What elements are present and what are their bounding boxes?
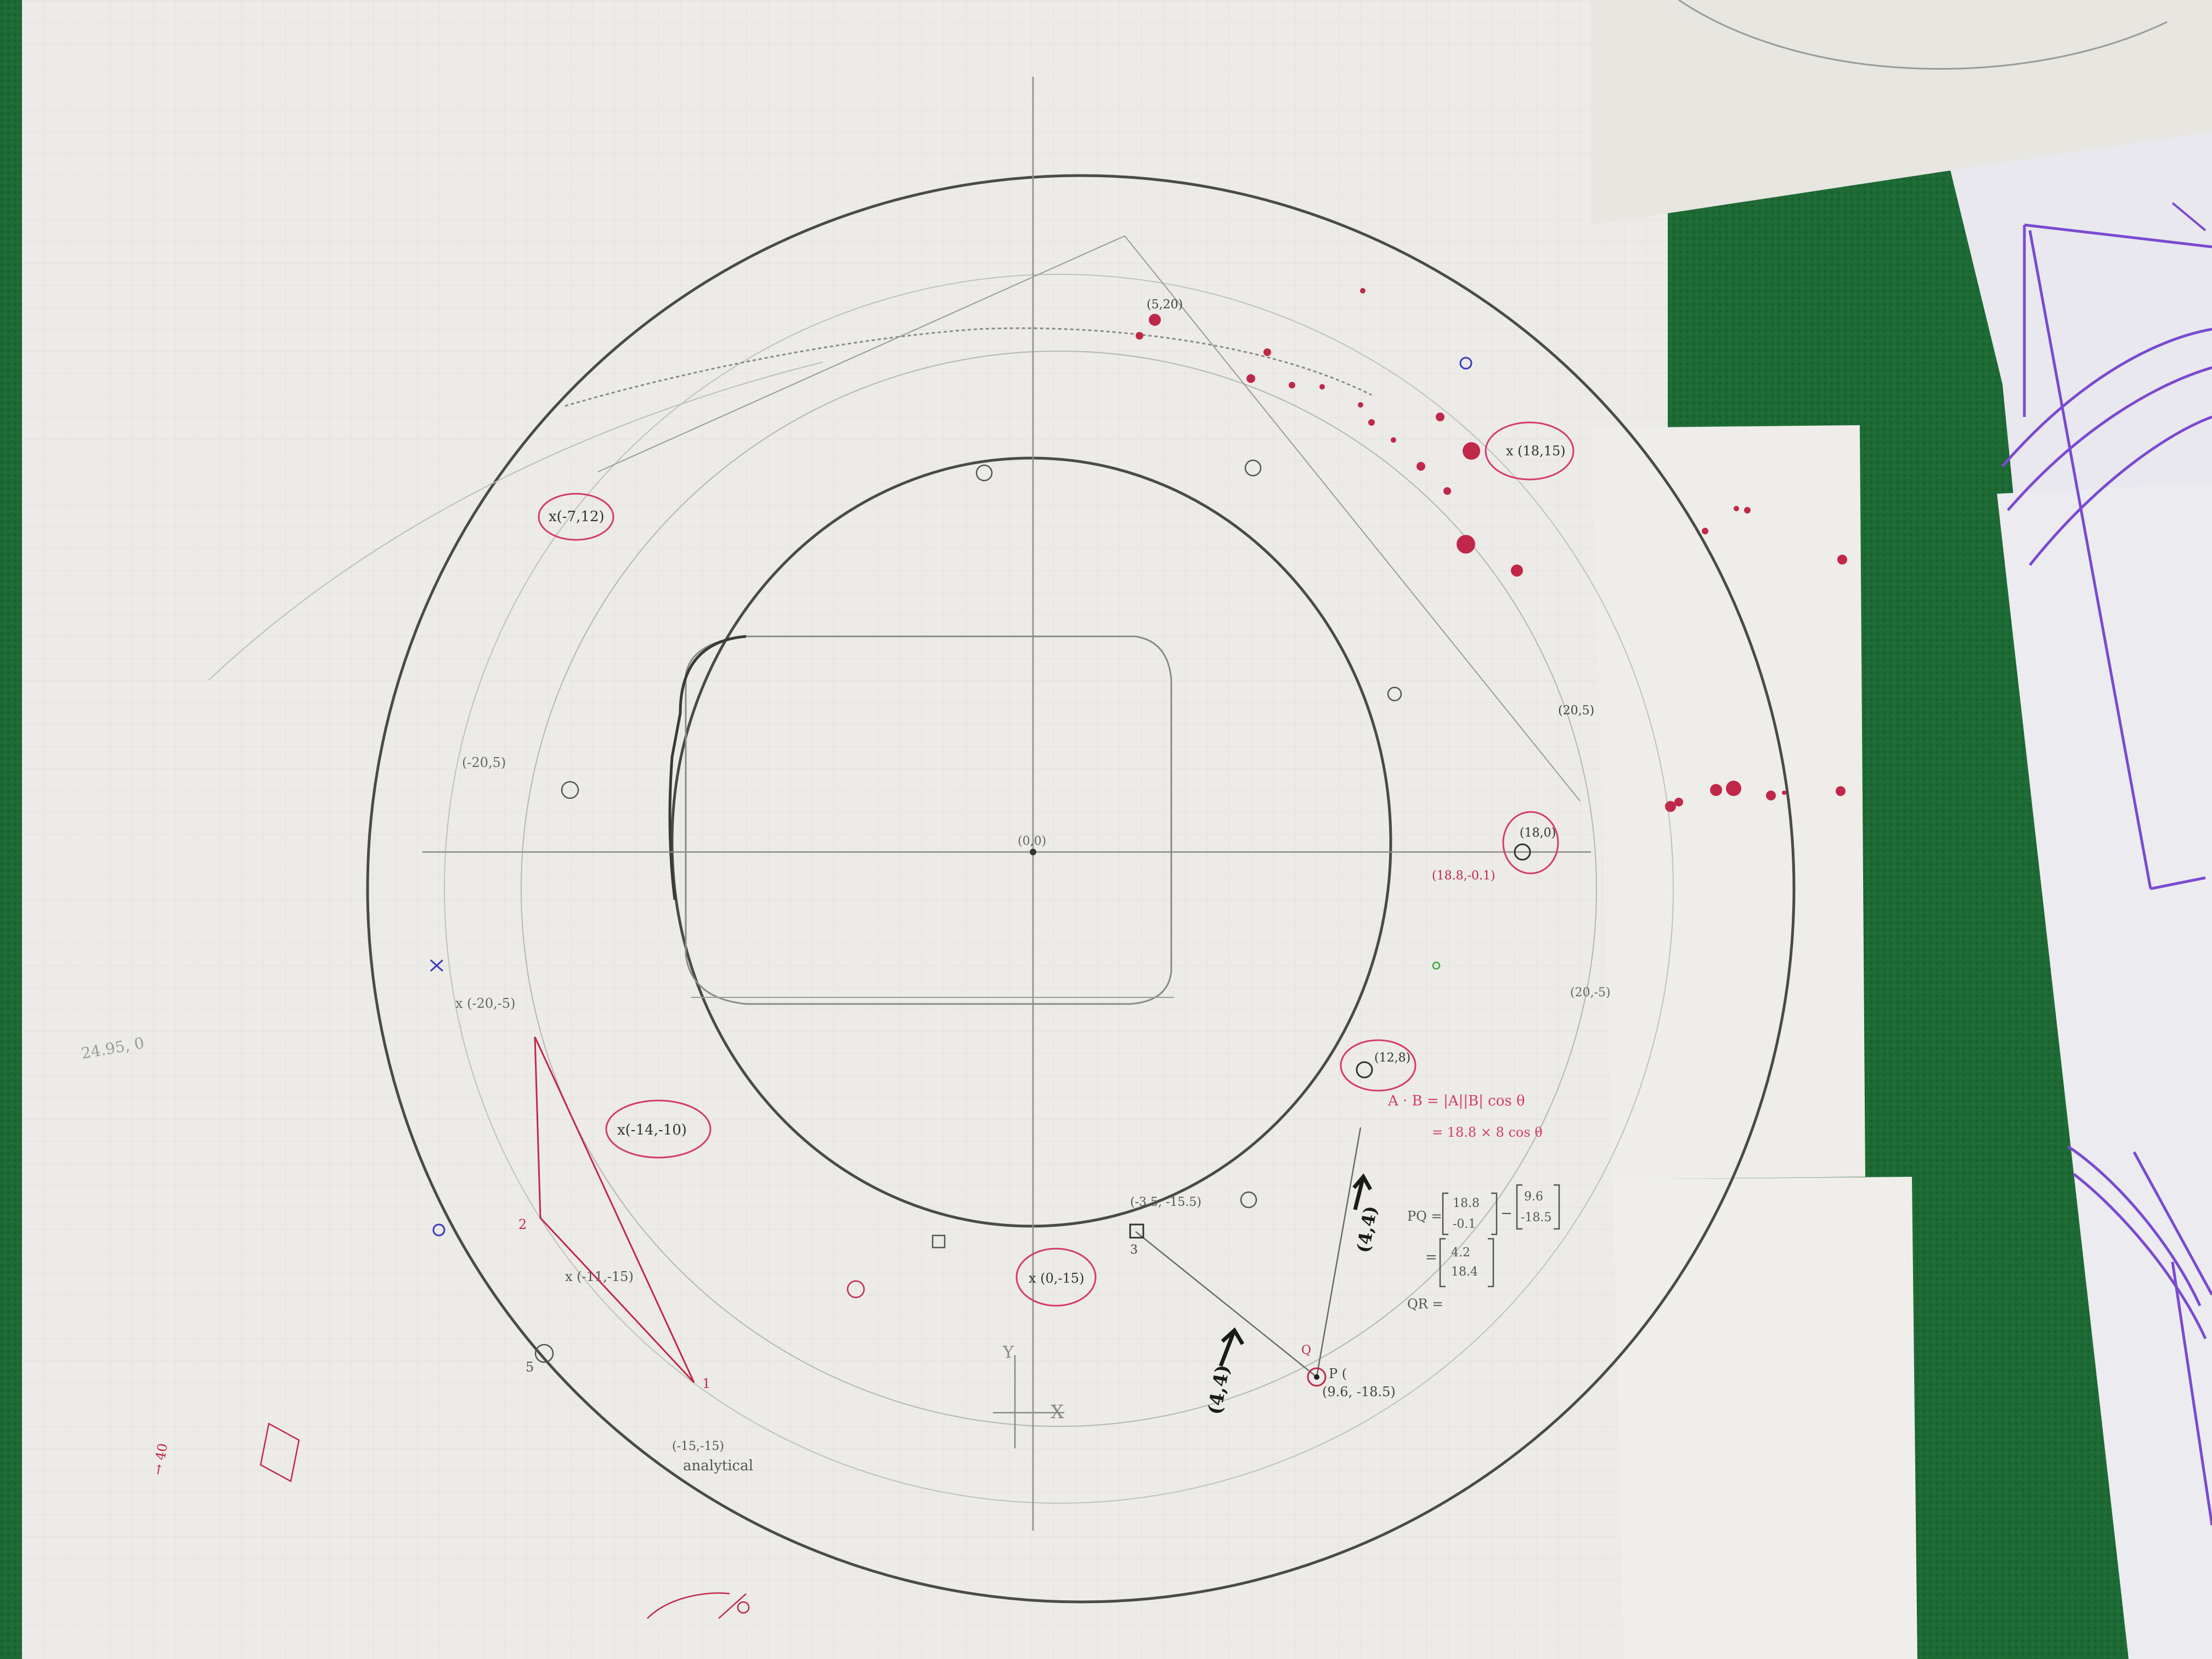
label-pt-20-5: (20,5)	[1558, 704, 1594, 718]
circle-pt-12-8	[1340, 1039, 1417, 1092]
pencil-upper-arc	[208, 362, 823, 681]
outer-circle	[366, 174, 1796, 1604]
circle-pt-neg14-neg10	[605, 1099, 712, 1159]
point-p-circle	[1307, 1367, 1327, 1387]
purple-corner-mark	[2171, 202, 2207, 232]
faint-circle-b	[444, 274, 1674, 1504]
label-pt-18-15: x (18,15)	[1506, 443, 1566, 459]
far-right-paper-lower	[1997, 483, 2212, 1659]
mini-axes-icon	[993, 1355, 1064, 1448]
red-spray-trail	[1136, 288, 1523, 577]
circle-pt-18-15	[1485, 421, 1575, 481]
label-point-p: P (	[1329, 1366, 1347, 1381]
boxed-x-marker	[932, 1234, 946, 1249]
inner-circle	[670, 456, 1392, 1228]
circled-x-red	[847, 1280, 865, 1299]
point-r-box	[1129, 1223, 1144, 1239]
red-parallelogram	[259, 1423, 300, 1482]
label-pt-neg14-neg10: x(-14,-10)	[617, 1122, 687, 1138]
faint-circle-a	[521, 351, 1597, 1427]
matrix-c	[1439, 1238, 1494, 1288]
label-pt-18-neg01: (18.8,-0.1)	[1432, 869, 1496, 883]
rounded-rect-outline	[685, 635, 1172, 1005]
label-pt-18-0: (18,0)	[1520, 826, 1556, 840]
green-ink-marker	[1432, 961, 1441, 970]
label-pt-neg20-neg5: x (-20,-5)	[455, 996, 516, 1011]
label-pt-0-neg15: x (0,-15)	[1029, 1271, 1084, 1286]
left-table-edge	[0, 472, 22, 1659]
matrix-a	[1442, 1192, 1498, 1235]
label-pt-5-20: (5,20)	[1147, 298, 1183, 312]
middle-right-paper	[1591, 425, 1865, 1180]
right-sheet-spray	[1665, 506, 1847, 812]
label-point-p-coords: (9.6, -18.5)	[1322, 1384, 1396, 1400]
label-pt-12-8: (12,8)	[1374, 1051, 1410, 1065]
label-pt-neg7-12: x(-7,12)	[549, 509, 605, 525]
matrix-b-bot: -18.5	[1521, 1211, 1551, 1224]
circle-pt-18-0	[1502, 811, 1559, 874]
circle-pt-18-0-inner	[1514, 843, 1531, 861]
pencil-scribble-trail	[565, 327, 1372, 407]
circle-pt-neg7-12	[538, 493, 614, 541]
label-pt-neg20-5: (-20,5)	[462, 755, 506, 770]
blue-ink-markers	[430, 357, 1472, 1237]
mini-axis-x: X	[1051, 1401, 1064, 1423]
bottom-red-sketch	[647, 1592, 750, 1619]
lower-right-paper	[1613, 1177, 1917, 1659]
label-pt-neg3-15: (-3.5, -15.5)	[1130, 1195, 1201, 1209]
rounded-rect-heavy-left	[668, 635, 747, 900]
top-right-paper	[1591, 0, 2212, 225]
marker-arrow-upper	[1352, 1173, 1373, 1210]
matrix-c-top: 4.2	[1451, 1246, 1470, 1260]
vec-qr-label: QR =	[1407, 1296, 1443, 1312]
circle-pt-12-8-inner	[1356, 1061, 1373, 1079]
label-num-q: Q	[1301, 1344, 1311, 1357]
vec-pq-label: PQ =	[1407, 1209, 1442, 1224]
mini-axis-y: Y	[1002, 1343, 1014, 1362]
label-pt-neg15-neg15: (-15,-15)	[672, 1440, 724, 1453]
origin-label: (0,0)	[1018, 834, 1046, 848]
circled-x-markers	[534, 459, 1402, 1363]
origin-dot	[1030, 849, 1036, 855]
label-analytical: analytical	[683, 1458, 753, 1474]
matrix-c-bot: 18.4	[1451, 1265, 1478, 1279]
circle-pt-0-neg15	[1015, 1248, 1097, 1307]
minus-sign: −	[1500, 1205, 1513, 1222]
red-triangle	[534, 1036, 695, 1384]
pencil-diag-line	[597, 235, 1125, 472]
matrix-b	[1516, 1184, 1560, 1230]
marker-arrow-lower	[1218, 1327, 1245, 1367]
equals-sign: =	[1425, 1249, 1437, 1266]
purple-sketch	[2001, 223, 2212, 1526]
dot-formula-line-2: = 18.8 × 8 cos θ	[1432, 1125, 1543, 1140]
tri-num-1: 1	[702, 1376, 710, 1391]
matrix-b-top: 9.6	[1524, 1190, 1543, 1204]
point-p-dot	[1314, 1374, 1319, 1380]
pencil-long-diagonal	[1124, 235, 1581, 802]
tri-num-2: 2	[518, 1217, 527, 1232]
label-pt-20-neg5: (20,-5)	[1570, 986, 1611, 1000]
dot-formula-line-1: A · B = |A||B| cos θ	[1387, 1093, 1525, 1109]
matrix-a-bot: -0.1	[1453, 1217, 1476, 1231]
matrix-a-top: 18.8	[1453, 1197, 1480, 1210]
main-paper-grid	[22, 0, 1668, 1659]
label-num-3: 3	[1130, 1243, 1138, 1257]
label-num-5: 5	[526, 1359, 534, 1375]
faint-top-arc	[1678, 0, 2168, 70]
